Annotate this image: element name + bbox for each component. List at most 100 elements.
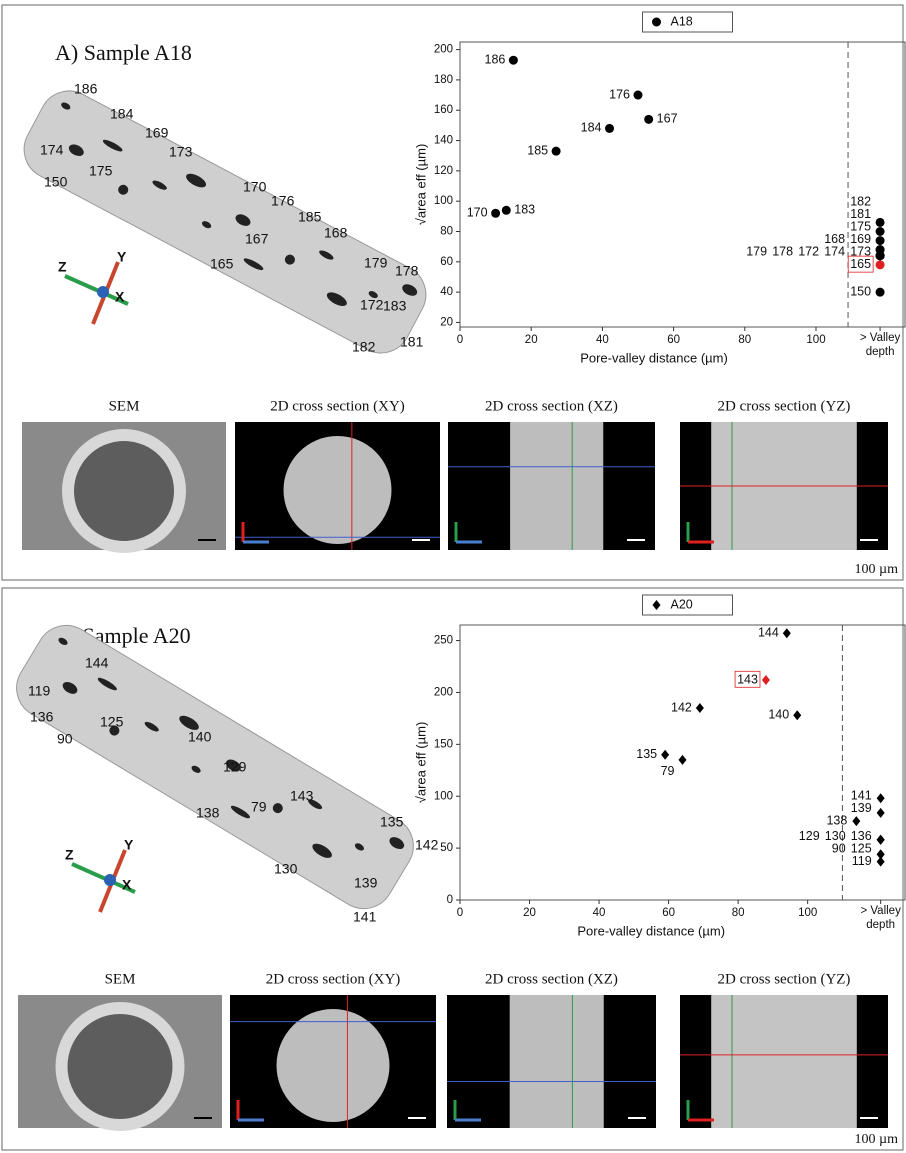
- pore-label: 135: [380, 814, 404, 830]
- y-tick-label: 100: [434, 790, 453, 802]
- legend-marker: [652, 18, 661, 27]
- point: [876, 288, 885, 297]
- point: [877, 808, 885, 818]
- point: [793, 710, 801, 720]
- point-label: 185: [527, 143, 548, 157]
- x-tick-label: > Valley depth: [852, 331, 906, 365]
- pore-label: 129: [223, 759, 247, 775]
- point-label: 175: [850, 220, 871, 234]
- axis-letter: Y: [124, 837, 134, 853]
- y-axis-label: √area eff (µm): [413, 144, 428, 226]
- axis-letter: Z: [65, 847, 74, 863]
- pore-label: 172: [360, 297, 384, 313]
- point-label: 79: [661, 764, 675, 778]
- point: [605, 124, 614, 133]
- y-tick-label: 60: [440, 256, 453, 268]
- point: [876, 236, 885, 245]
- pore-label: 178: [395, 263, 419, 279]
- pore-label: 141: [353, 909, 377, 925]
- image-caption: SEM: [105, 971, 136, 987]
- point-label: 172: [798, 245, 819, 259]
- point-label: 181: [850, 207, 871, 221]
- point-label: 167: [657, 112, 678, 126]
- y-axis-label: √area eff (µm): [413, 722, 428, 804]
- ct-section: [510, 422, 603, 550]
- point: [696, 703, 704, 713]
- scale-label: 100 µm: [855, 1132, 899, 1147]
- point-label: 179: [746, 245, 767, 259]
- axis-letter: Y: [117, 249, 127, 265]
- y-tick-label: 150: [434, 738, 453, 750]
- point-label: 174: [824, 245, 845, 259]
- sem-face: [74, 441, 174, 541]
- pore-label: 173: [169, 144, 193, 160]
- x-tick-label: 60: [662, 907, 675, 919]
- pore-label: 165: [210, 256, 234, 272]
- point: [852, 816, 860, 826]
- axis-letter: X: [122, 877, 132, 893]
- point: [491, 209, 500, 218]
- y-tick-label: 80: [440, 226, 453, 238]
- point-label: 186: [485, 52, 506, 66]
- x-tick-label: 80: [738, 334, 751, 346]
- y-tick-label: 140: [434, 135, 453, 147]
- point: [644, 115, 653, 124]
- ct-section: [277, 1009, 390, 1122]
- pore-label: 138: [196, 805, 220, 821]
- axis-x: [97, 286, 109, 298]
- y-tick-label: 100: [434, 195, 453, 207]
- point: [876, 227, 885, 236]
- sample-body: [14, 80, 437, 363]
- point-label: 183: [514, 203, 535, 217]
- x-axis-label: Pore-valley distance (µm): [580, 350, 728, 365]
- panel-title: A) Sample A18: [55, 40, 192, 65]
- point: [661, 750, 669, 760]
- pore-label: 186: [74, 81, 98, 97]
- pore-label: 144: [85, 655, 109, 671]
- point: [876, 251, 885, 260]
- image-caption: 2D cross section (XY): [266, 971, 401, 987]
- ct-section: [284, 436, 392, 544]
- y-tick-label: 180: [434, 74, 453, 86]
- plot-frame: [460, 42, 905, 327]
- axis-letter: Z: [58, 259, 67, 275]
- y-tick-label: 250: [434, 635, 453, 647]
- point-label: 176: [609, 87, 630, 101]
- ct-section: [510, 995, 604, 1128]
- point-label: 165: [850, 257, 871, 271]
- x-tick-label: 0: [457, 334, 463, 346]
- point-label: 182: [850, 195, 871, 209]
- image-caption: 2D cross section (XY): [270, 398, 405, 414]
- x-tick-label: 20: [523, 907, 536, 919]
- pore-label: 143: [290, 788, 314, 804]
- image-caption: 2D cross section (XZ): [485, 398, 618, 414]
- x-tick-label: 40: [596, 334, 609, 346]
- axis-letter: X: [115, 289, 125, 305]
- pore-label: 168: [324, 225, 348, 241]
- point-label: 139: [851, 801, 872, 815]
- point: [877, 835, 885, 845]
- ct-section: [711, 995, 857, 1128]
- x-tick-label: > Valley depth: [853, 904, 906, 938]
- point: [634, 91, 643, 100]
- scale-label: 100 µm: [855, 562, 899, 577]
- x-tick-label: 20: [525, 334, 538, 346]
- y-tick-label: 200: [434, 686, 453, 698]
- y-tick-label: 40: [440, 286, 453, 298]
- x-tick-label: 0: [457, 907, 463, 919]
- y-tick-label: 120: [434, 165, 453, 177]
- pore-label: 150: [44, 174, 68, 190]
- y-tick-label: 0: [447, 894, 453, 906]
- point-label: 138: [826, 813, 847, 827]
- x-tick-label: > Valley depth: [852, 331, 906, 359]
- pore-label: 142: [415, 837, 439, 853]
- point-label: 184: [581, 121, 602, 135]
- point: [762, 675, 770, 685]
- point-label: 144: [758, 626, 779, 640]
- x-tick-label: 100: [798, 907, 817, 919]
- point: [876, 218, 885, 227]
- point-label: 173: [850, 245, 871, 259]
- point-label: 178: [772, 245, 793, 259]
- pore-label: 185: [298, 209, 322, 225]
- image-caption: SEM: [109, 398, 140, 414]
